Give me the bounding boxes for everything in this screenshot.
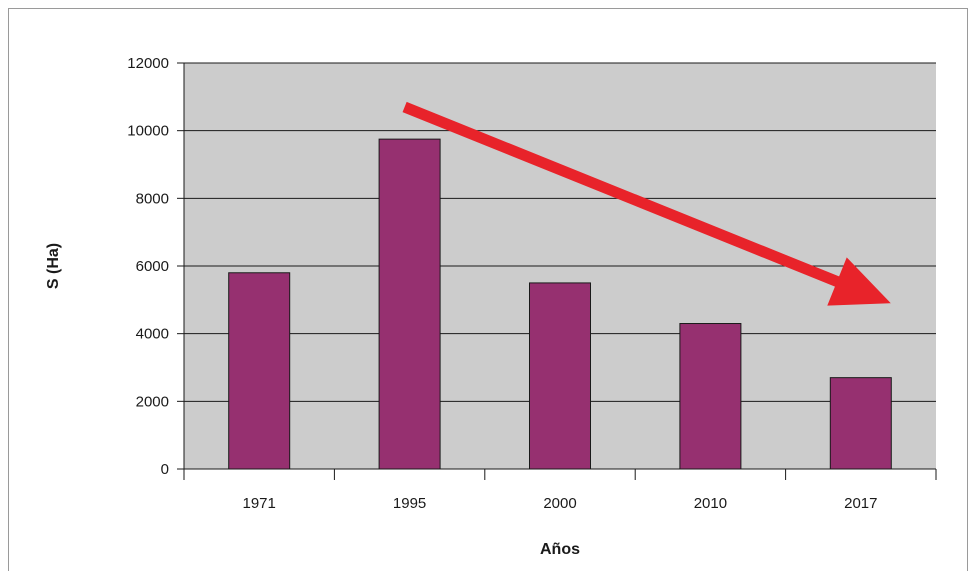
y-tick-label: 4000 <box>136 326 169 343</box>
x-tick-label: 2000 <box>543 495 576 512</box>
y-tick-label: 2000 <box>136 393 169 410</box>
trend-arrow <box>402 101 891 306</box>
y-tick-label: 12000 <box>127 55 169 72</box>
x-tick-labels: 1971 1995 2000 2010 2017 <box>243 495 878 512</box>
x-tick-label: 2017 <box>844 495 877 512</box>
x-tick-label: 2010 <box>694 495 727 512</box>
y-tick-labels: 0 2000 4000 6000 8000 10000 12000 <box>127 55 169 478</box>
y-tick-label: 8000 <box>136 190 169 207</box>
x-tick-label: 1995 <box>393 495 426 512</box>
y-axis-title: S (Ha) <box>45 243 62 289</box>
y-tick-label: 6000 <box>136 258 169 275</box>
bar <box>679 323 742 470</box>
y-tick-label: 10000 <box>127 123 169 140</box>
axes <box>177 62 937 480</box>
bar <box>228 272 291 470</box>
bar <box>378 138 441 470</box>
bar <box>829 377 892 470</box>
trend-arrow-shaft <box>402 101 843 289</box>
bar <box>529 282 591 470</box>
trend-arrow-head <box>827 257 891 306</box>
bars <box>228 138 892 470</box>
y-tick-label: 0 <box>161 461 169 478</box>
x-tick-label: 1971 <box>243 495 276 512</box>
x-axis-title: Años <box>540 541 580 558</box>
